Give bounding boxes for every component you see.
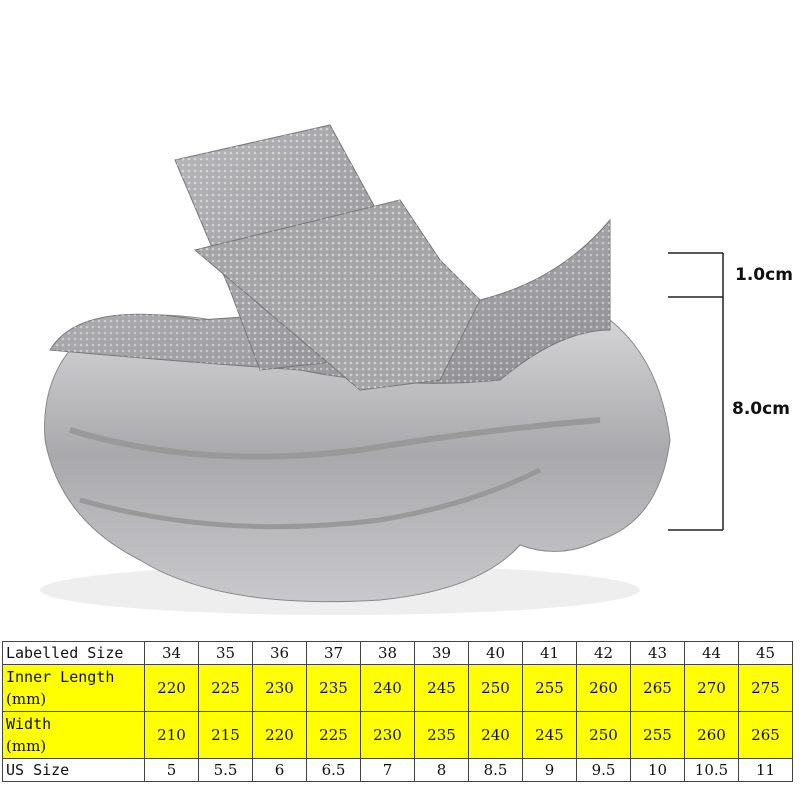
table-cell: 270	[684, 664, 739, 712]
table-cell: 265	[738, 711, 793, 759]
size-chart-table: Labelled Size 34 35 36 37 38 39 40 41 42 43 44 45 Inn…	[2, 641, 793, 782]
table-cell: 210	[144, 711, 199, 759]
table-cell: 240	[360, 664, 415, 712]
table-cell: 5.5	[198, 758, 253, 782]
table-cell: 215	[198, 711, 253, 759]
table-cell: 9	[522, 758, 577, 782]
row-label-text: Width	[6, 715, 52, 733]
platform-height-label: 8.0cm	[732, 399, 790, 419]
table-cell: 230	[360, 711, 415, 759]
row-label-text: Inner Length	[6, 668, 115, 686]
shoe-image	[40, 124, 671, 615]
table-cell: 235	[306, 664, 361, 712]
table-cell: 34	[144, 641, 199, 665]
table-cell: 6.5	[306, 758, 361, 782]
table-cell: 245	[414, 664, 469, 712]
table-cell: 38	[360, 641, 415, 665]
upper-height-label: 1.0cm	[735, 265, 793, 285]
table-cell: 255	[522, 664, 577, 712]
table-cell: 5	[144, 758, 199, 782]
table-cell: 37	[306, 641, 361, 665]
height-measure-lines	[668, 252, 724, 531]
row-label: US Size	[2, 758, 145, 782]
table-cell: 240	[468, 711, 523, 759]
table-row: Inner Length (mm) 220 225 230 235 240 245 250 255…	[2, 664, 793, 712]
table-cell: 8.5	[468, 758, 523, 782]
table-cell: 41	[522, 641, 577, 665]
table-cell: 235	[414, 711, 469, 759]
table-cell: 225	[306, 711, 361, 759]
table-cell: 230	[252, 664, 307, 712]
table-cell: 39	[414, 641, 469, 665]
row-label-text: Labelled Size	[6, 644, 124, 662]
table-cell: 220	[252, 711, 307, 759]
table-cell: 45	[738, 641, 793, 665]
table-cell: 6	[252, 758, 307, 782]
table-cell: 8	[414, 758, 469, 782]
row-unit: (mm)	[6, 737, 47, 755]
table-cell: 35	[198, 641, 253, 665]
row-label: Width (mm)	[2, 711, 145, 759]
table-row: US Size 5 5.5 6 6.5 7 8 8.5 9 9.5 10 10.5 11	[2, 758, 793, 782]
table-cell: 245	[522, 711, 577, 759]
table-cell: 260	[684, 711, 739, 759]
table-row: Labelled Size 34 35 36 37 38 39 40 41 42 43 44 45	[2, 641, 793, 665]
table-cell: 10	[630, 758, 685, 782]
table-cell: 40	[468, 641, 523, 665]
table-cell: 250	[576, 711, 631, 759]
row-label: Inner Length (mm)	[2, 664, 145, 712]
table-cell: 275	[738, 664, 793, 712]
row-label: Labelled Size	[2, 641, 145, 665]
table-row: Width (mm) 210 215 220 225 230 235 240 245 250 255 2…	[2, 711, 793, 759]
row-unit: (mm)	[6, 690, 47, 708]
table-cell: 7	[360, 758, 415, 782]
table-cell: 9.5	[576, 758, 631, 782]
table-cell: 250	[468, 664, 523, 712]
table-cell: 11	[738, 758, 793, 782]
table-cell: 255	[630, 711, 685, 759]
table-cell: 36	[252, 641, 307, 665]
table-cell: 265	[630, 664, 685, 712]
table-cell: 42	[576, 641, 631, 665]
table-cell: 43	[630, 641, 685, 665]
table-cell: 260	[576, 664, 631, 712]
table-cell: 10.5	[684, 758, 739, 782]
row-label-text: US Size	[6, 761, 70, 779]
table-cell: 44	[684, 641, 739, 665]
table-cell: 220	[144, 664, 199, 712]
table-cell: 225	[198, 664, 253, 712]
